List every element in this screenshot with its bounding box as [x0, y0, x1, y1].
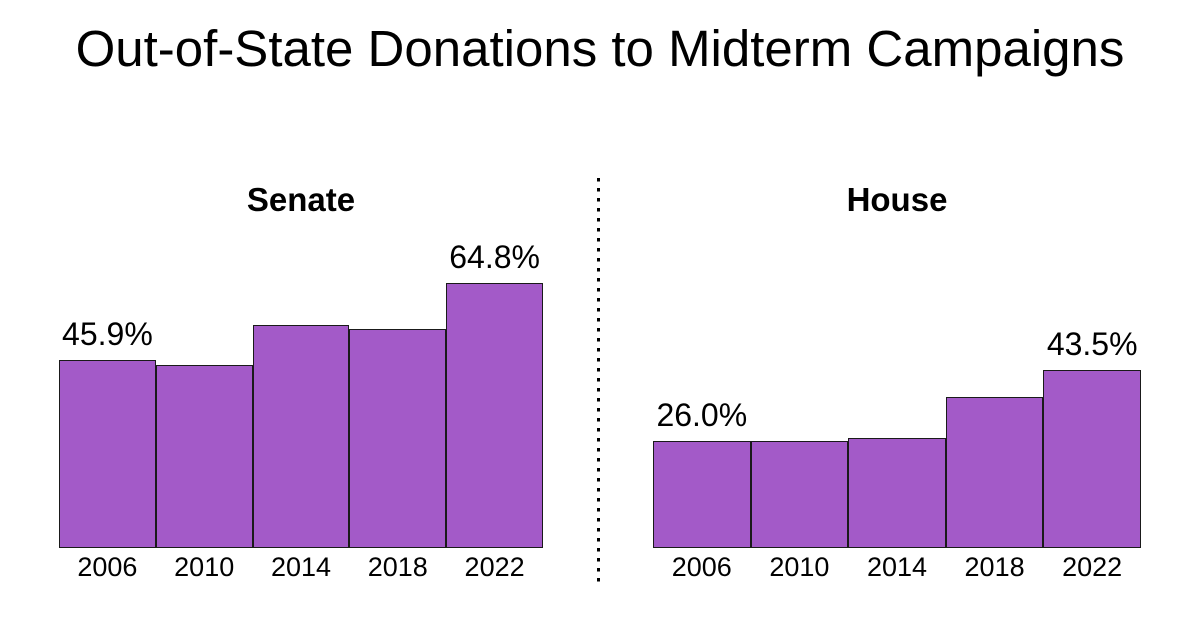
house-x-tick-2006: 2006	[671, 552, 732, 582]
senate-x-tick-2014: 2014	[270, 552, 332, 582]
senate-x-axis-labels: 2006 2010 2014 2018 2022	[59, 551, 543, 583]
senate-value-label-2006: 45.9%	[62, 316, 153, 352]
senate-x-tick-2018: 2018	[367, 552, 428, 582]
house-panel: House 26.0% 43.5% 2006 2010 2014 2018 2022	[653, 0, 1141, 630]
senate-panel: Senate 45.9% 64.8% 2006 2010 2014 2018 2022	[59, 0, 543, 630]
house-bar-2018	[945, 396, 1044, 548]
house-plot-area: 26.0% 43.5%	[653, 248, 1141, 548]
senate-bar-2014	[252, 324, 350, 548]
senate-bar-2018	[349, 328, 447, 548]
house-value-label-2006: 26.0%	[656, 397, 748, 434]
house-bar-2014	[848, 437, 946, 548]
house-x-tick-2022: 2022	[1062, 552, 1123, 582]
senate-x-tick-2022: 2022	[464, 552, 525, 582]
house-x-tick-2010: 2010	[769, 552, 830, 582]
house-panel-title: House	[846, 181, 948, 218]
senate-bar-2006	[59, 360, 156, 548]
house-x-tick-2018: 2018	[964, 552, 1025, 582]
chart-title: Out-of-State Donations to Midterm Campai…	[75, 20, 1125, 77]
senate-plot-area: 45.9% 64.8%	[59, 241, 543, 548]
house-bar-2010	[750, 440, 849, 548]
house-x-axis-labels: 2006 2010 2014 2018 2022	[653, 551, 1141, 583]
senate-x-tick-2010: 2010	[174, 552, 235, 582]
senate-bar-2022	[446, 282, 543, 548]
senate-x-tick-2006: 2006	[77, 552, 138, 582]
senate-panel-title: Senate	[246, 181, 356, 218]
panel-divider-dotted-line	[597, 178, 601, 586]
senate-bar-2010	[155, 364, 253, 548]
house-bar-2006	[653, 441, 751, 548]
house-value-label-2022: 43.5%	[1046, 325, 1138, 362]
senate-value-label-2022: 64.8%	[449, 238, 540, 275]
house-x-tick-2014: 2014	[866, 552, 928, 582]
house-bar-2022	[1043, 369, 1141, 548]
